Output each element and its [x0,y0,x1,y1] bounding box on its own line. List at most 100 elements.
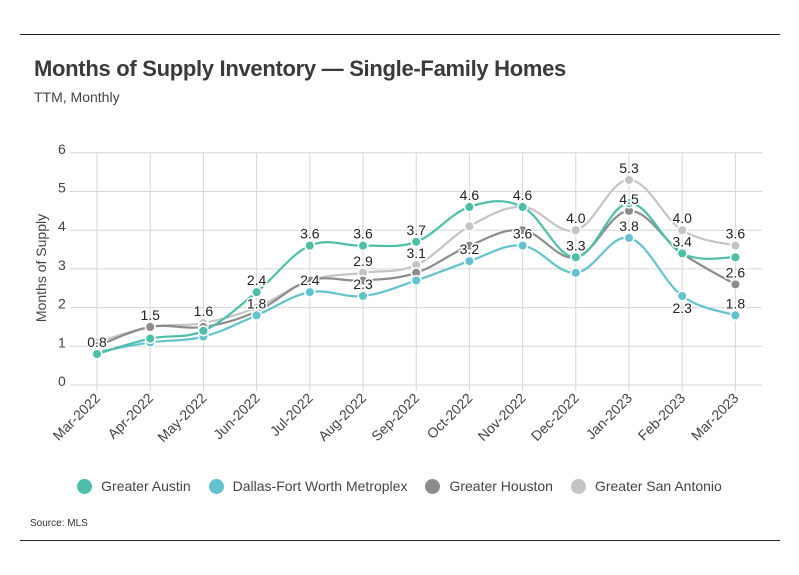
data-point-dfw [517,240,529,252]
data-label: 3.6 [513,226,533,242]
data-point-austin [144,333,156,345]
data-label: 3.2 [460,241,480,257]
data-label: 3.6 [300,226,320,242]
data-label: 3.7 [406,222,426,238]
data-point-dfw [463,255,475,267]
legend-item-austin[interactable]: Greater Austin [77,478,191,494]
data-point-houston [729,278,741,290]
data-point-dfw [676,290,688,302]
data-point-houston [463,240,475,252]
legend-swatch-san-antonio [570,478,586,494]
x-tick-label: Dec-2022 [528,390,582,444]
x-tick-label: Jun-2022 [210,390,263,443]
data-point-san-antonio [623,174,635,186]
x-tick-label: Feb-2023 [635,390,689,444]
data-point-dfw [729,309,741,321]
data-point-san-antonio [570,224,582,236]
x-tick-label: Mar-2022 [49,390,103,444]
data-label: 2.4 [247,272,267,288]
data-point-houston [144,321,156,333]
legend-swatch-austin [77,478,93,494]
data-label: 5.3 [619,160,639,176]
legend-label: Greater San Antonio [594,478,722,494]
data-label: 2.6 [726,264,746,280]
legend: Greater Austin Dallas-Fort Worth Metropl… [0,478,799,494]
legend-label: Dallas-Fort Worth Metroplex [232,478,408,494]
data-label: 3.8 [619,218,639,234]
data-label: 2.9 [353,253,373,269]
data-point-austin [463,201,475,213]
y-tick-label: 6 [58,141,66,157]
data-label: 2.3 [672,300,692,316]
legend-label: Greater Houston [449,478,553,494]
data-point-austin [517,201,529,213]
data-point-san-antonio [676,224,688,236]
x-tick-label: May-2022 [154,390,209,445]
chart-title: Months of Supply Inventory — Single-Fami… [34,56,566,81]
data-point-austin [91,348,103,360]
data-point-austin [676,247,688,259]
data-label: 4.0 [566,210,586,226]
x-tick-label: Jul-2022 [267,390,316,439]
source-note: Source: MLS [30,518,88,529]
data-label: 1.8 [726,295,746,311]
y-tick-label: 0 [58,373,66,389]
data-label: 3.4 [672,233,692,249]
data-label: 4.5 [619,191,639,207]
data-label: 4.6 [513,187,533,203]
data-label: 2.4 [300,272,320,288]
data-point-dfw [304,286,316,298]
data-label: 0.8 [87,334,107,350]
data-point-austin [410,236,422,248]
x-tick-label: Apr-2022 [104,390,156,442]
y-tick-label: 5 [58,180,66,196]
data-point-austin [623,197,635,209]
data-label: 1.5 [140,307,160,323]
bottom-rule [20,540,780,541]
x-tick-label: Mar-2023 [688,390,742,444]
data-point-austin [357,240,369,252]
data-label: 4.0 [672,210,692,226]
data-label: 3.1 [406,245,426,261]
data-point-austin [729,251,741,263]
data-point-dfw [623,232,635,244]
data-point-dfw [570,267,582,279]
data-point-houston [517,224,529,236]
data-point-dfw [410,274,422,287]
data-point-austin [197,325,209,337]
data-label: 3.6 [726,226,746,242]
data-point-austin [251,286,263,298]
top-rule [20,34,780,35]
x-tick-label: Oct-2022 [423,390,475,442]
legend-item-san-antonio[interactable]: Greater San Antonio [570,478,722,494]
data-point-san-antonio [463,220,475,232]
data-point-austin [570,251,582,263]
data-point-houston [304,274,316,287]
x-tick-label: Aug-2022 [315,390,369,444]
legend-label: Greater Austin [101,478,191,494]
x-tick-label: Nov-2022 [474,390,528,444]
data-point-dfw [251,309,263,321]
y-tick-label: 4 [58,218,66,234]
legend-item-houston[interactable]: Greater Houston [425,478,553,494]
data-label: 3.3 [566,237,586,253]
y-tick-label: 2 [58,296,66,312]
y-tick-label: 3 [58,257,66,273]
data-point-austin [304,240,316,252]
data-label: 3.6 [353,226,373,242]
legend-swatch-houston [425,478,441,494]
chart-subtitle: TTM, Monthly [34,89,120,105]
data-point-dfw [357,290,369,302]
y-tick-label: 1 [58,334,66,350]
legend-item-dfw[interactable]: Dallas-Fort Worth Metroplex [208,478,408,494]
data-label: 1.8 [247,295,267,311]
data-label: 4.6 [460,187,480,203]
data-label: 2.3 [353,276,373,292]
x-tick-label: Sep-2022 [368,390,422,444]
x-tick-label: Jan-2023 [583,390,636,443]
data-label: 1.6 [194,303,214,319]
data-point-san-antonio [729,240,741,252]
legend-swatch-dfw [208,478,224,494]
data-point-houston [357,274,369,287]
